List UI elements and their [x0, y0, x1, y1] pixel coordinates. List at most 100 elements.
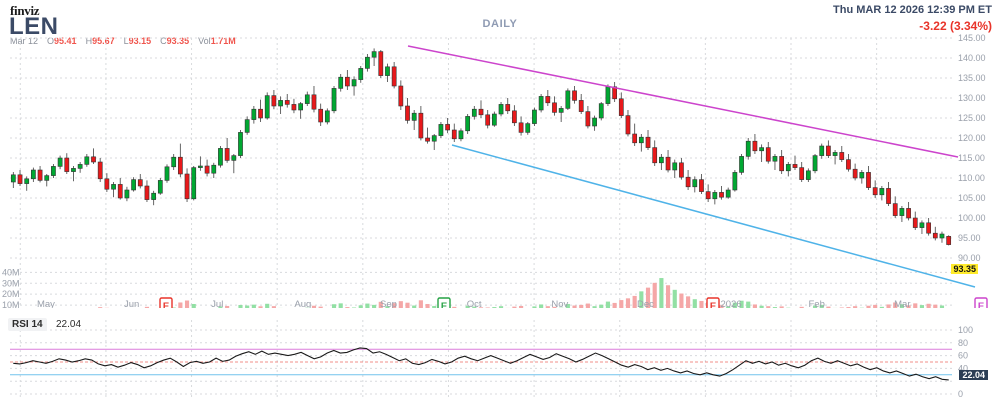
rsi-title[interactable]: RSI 14 [8, 318, 47, 331]
volume-bar [612, 302, 617, 308]
volume-bar [238, 304, 243, 308]
volume-bar [933, 304, 938, 308]
ohlcv-quote-line: Mar 12 O95.41 H95.67 L93.15 C93.35 Vol1.71M [10, 36, 236, 46]
volume-bar [899, 304, 904, 308]
volume-bar [839, 307, 844, 308]
candlestick [685, 170, 691, 190]
price-axis-label: 140.00 [958, 53, 986, 63]
volume-bar [351, 307, 357, 308]
candlestick [411, 110, 417, 130]
volume-bar [218, 306, 223, 308]
candlestick [612, 82, 617, 102]
month-label: Dec [637, 299, 654, 308]
candlestick [932, 226, 938, 241]
volume-bar [799, 306, 804, 308]
candlestick [772, 154, 778, 170]
candlestick [926, 218, 931, 236]
candlestick [117, 178, 123, 200]
volume-bar [826, 306, 831, 308]
volume-bar [465, 305, 470, 308]
earnings-marker[interactable]: E [159, 297, 173, 308]
rsi-panel[interactable]: 100 80 60 40 0 [0, 312, 1000, 402]
candlestick [899, 206, 905, 222]
volume-bar [766, 306, 771, 308]
candlestick [284, 94, 290, 108]
candlestick [184, 168, 190, 202]
volume-bar [271, 306, 276, 308]
candlestick [592, 115, 597, 131]
candlestick [558, 106, 564, 122]
volume-bar [886, 304, 891, 308]
svg-text:E: E [441, 301, 447, 308]
volume-bar [585, 303, 590, 308]
candlestick [518, 116, 524, 136]
candlestick [785, 162, 791, 177]
volume-bar [645, 287, 651, 308]
candlestick [458, 128, 464, 142]
price-chart-panel[interactable]: 145.00 140.00 135.00 130.00 125.00 120.00 115.… [0, 30, 1000, 308]
candlestick [618, 92, 624, 118]
svg-text:E: E [978, 301, 984, 308]
rsi-axis-label: 0 [958, 389, 963, 399]
month-label: Oct [467, 299, 482, 308]
month-label: 2026 [720, 299, 741, 308]
candlestick [431, 134, 437, 150]
volume-bar [545, 306, 550, 308]
candlestick [826, 140, 831, 158]
volume-bar [365, 303, 370, 308]
candlestick [939, 231, 945, 243]
rsi-chart-svg[interactable]: 100 80 60 40 0 [0, 312, 1000, 402]
candlestick [765, 142, 771, 164]
volume-axis-label: 40M [2, 267, 20, 277]
candlestick [111, 182, 116, 198]
volume-bar [311, 305, 317, 308]
volume-bar [639, 291, 644, 308]
candlestick [10, 172, 16, 188]
volume-bar [191, 304, 196, 308]
volume-bar [144, 306, 150, 308]
volume-bar [719, 305, 724, 308]
rsi-line [13, 347, 949, 381]
price-change: -3.22 (3.34%) [919, 19, 992, 33]
volume-bar [565, 304, 570, 308]
candlestick [44, 174, 50, 187]
candlestick [699, 174, 704, 194]
candlestick [304, 91, 310, 106]
finviz-logo[interactable]: finviz [10, 3, 40, 18]
candlestick [866, 166, 871, 190]
candlestick [478, 100, 484, 118]
volume-bar [245, 305, 250, 308]
trendline-resistance-upper [407, 45, 959, 158]
volume-bar [432, 305, 437, 308]
candlestick [358, 66, 364, 83]
trendline-resistance-lower [451, 144, 976, 288]
quote-date: Mar 12 [10, 36, 39, 46]
candlestick [37, 166, 43, 183]
candlestick [792, 155, 798, 170]
candlestick [191, 166, 197, 201]
candlestick [345, 70, 350, 90]
volume-label: Vol [198, 36, 211, 46]
candlestick [652, 140, 658, 166]
earnings-marker[interactable]: E [706, 297, 720, 308]
earnings-marker[interactable]: E [974, 297, 988, 308]
volume-bar [265, 303, 270, 308]
earnings-marker[interactable]: E [437, 297, 451, 308]
high-label: H [85, 36, 93, 46]
ticker-symbol[interactable]: LEN [9, 13, 59, 40]
price-chart-svg[interactable]: 145.00 140.00 135.00 130.00 125.00 120.00 115.… [0, 30, 1000, 308]
volume-bar [812, 305, 818, 308]
volume-bar [679, 293, 684, 308]
candlestick [24, 176, 30, 191]
high-value: 95.67 [92, 36, 115, 46]
candlestick [51, 164, 56, 178]
volume-bar [579, 304, 584, 308]
low-label: L [123, 36, 129, 46]
candlestick [351, 76, 357, 96]
candlestick [725, 187, 731, 199]
candlestick [498, 102, 504, 117]
volume-bar [599, 304, 604, 308]
rsi-axis-label: 40 [958, 363, 968, 373]
candlestick [378, 50, 384, 78]
candlestick [491, 111, 497, 127]
